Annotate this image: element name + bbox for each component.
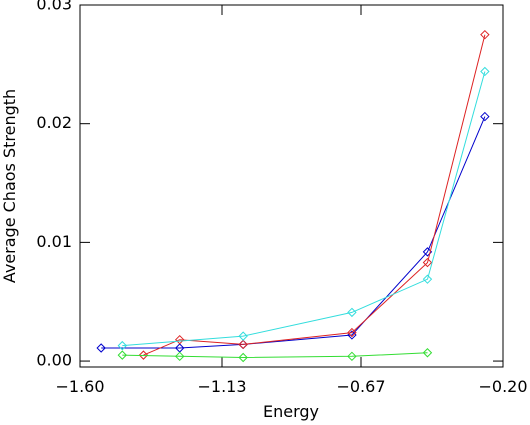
y-axis-label: Average Chaos Strength (0, 89, 19, 283)
data-point-marker (480, 29, 490, 40)
data-point-marker (138, 350, 149, 360)
data-point-marker (238, 352, 248, 363)
data-point-marker (117, 340, 128, 351)
series-line (101, 116, 486, 349)
series-line (143, 34, 486, 356)
x-axis: −1.60 −1.13 −0.67 −0.20 (55, 5, 528, 396)
data-point-marker (480, 66, 490, 77)
x-tick-label: −0.67 (336, 377, 385, 396)
y-tick-label: 0.01 (36, 232, 72, 251)
series-layer (96, 29, 490, 363)
x-axis-label: Energy (263, 402, 319, 421)
data-point-marker (175, 351, 185, 362)
data-point-marker (347, 307, 357, 318)
data-point-marker (422, 348, 433, 358)
data-point-marker (96, 343, 106, 353)
data-point-marker (238, 339, 248, 350)
series-3 (117, 66, 490, 351)
x-tick-label: −1.60 (55, 377, 104, 396)
data-point-marker (480, 111, 490, 122)
data-point-marker (347, 327, 357, 338)
y-tick-label: 0.02 (36, 113, 72, 132)
x-tick-label: −0.20 (478, 377, 527, 396)
data-point-marker (347, 351, 357, 362)
data-point-marker (422, 257, 433, 268)
y-tick-label: 0.00 (36, 351, 72, 370)
series-2 (138, 29, 490, 360)
data-point-marker (422, 274, 433, 284)
y-tick-label: 0.03 (36, 0, 72, 14)
data-point-marker (175, 334, 185, 345)
data-point-marker (117, 350, 128, 360)
y-axis: 0.00 0.01 0.02 0.03 (36, 0, 503, 370)
series-4 (117, 348, 433, 363)
series-line (122, 352, 428, 359)
data-point-marker (238, 331, 248, 341)
x-tick-label: −1.13 (197, 377, 246, 396)
series-line (122, 71, 486, 347)
plot-frame (79, 4, 504, 368)
series-1 (96, 111, 490, 353)
